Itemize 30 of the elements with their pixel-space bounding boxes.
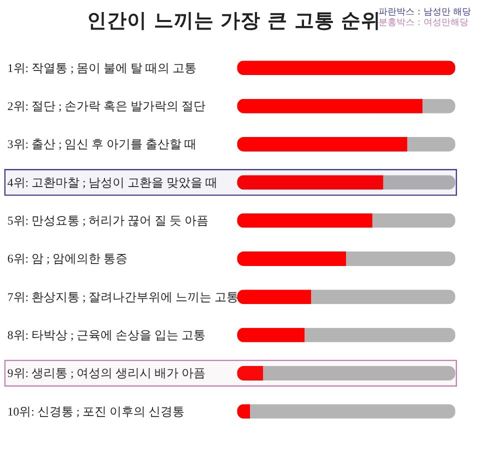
bar — [237, 328, 305, 342]
bar — [407, 136, 456, 152]
y-tick-label: 1위: 작열통 ; 몸이 불에 탈 때의 고통 — [7, 60, 196, 75]
y-tick-label: 5위: 만성요통 ; 허리가 끊어 질 듯 아픔 — [7, 213, 208, 228]
y-tick-label: 3위: 출산 ; 임신 후 아기를 출산할 때 — [7, 137, 196, 152]
y-tick-label: 10위: 신경통 ; 포진 이후의 신경통 — [7, 404, 184, 418]
bar — [304, 328, 456, 342]
bar — [237, 290, 312, 304]
bar — [263, 366, 456, 380]
bar — [383, 175, 456, 190]
y-tick-label: 7위: 환상지통 ; 잘려나간부위에 느끼는 고통 — [7, 290, 239, 304]
y-tick-label: 9위: 생리통 ; 여성의 생리시 배가 아픔 — [7, 366, 206, 380]
bar — [237, 175, 384, 190]
bar — [237, 136, 408, 152]
y-tick-label: 4위: 고환마찰 ; 남성이 고환을 맞았을 때 — [7, 175, 218, 190]
y-tick-label: 8위: 타박상 ; 근육에 손상을 입는 고통 — [7, 328, 206, 342]
text: 파란박스 : 남성만 해당 — [378, 7, 472, 18]
bar — [237, 60, 456, 76]
bar — [237, 366, 264, 380]
bar — [311, 290, 456, 304]
y-tick-label: 2위: 절단 ; 손가락 혹은 발가락의 절단 — [7, 99, 206, 113]
bar — [422, 98, 456, 114]
bar — [237, 251, 346, 266]
bar — [346, 251, 456, 266]
y-tick-label: 6위: 암 ; 암에의한 통증 — [7, 252, 128, 266]
text: 분홍박스 : 여성만해당 — [378, 18, 468, 28]
bar — [237, 98, 423, 114]
bar — [237, 213, 372, 228]
bar — [372, 213, 456, 228]
bar — [250, 404, 456, 419]
